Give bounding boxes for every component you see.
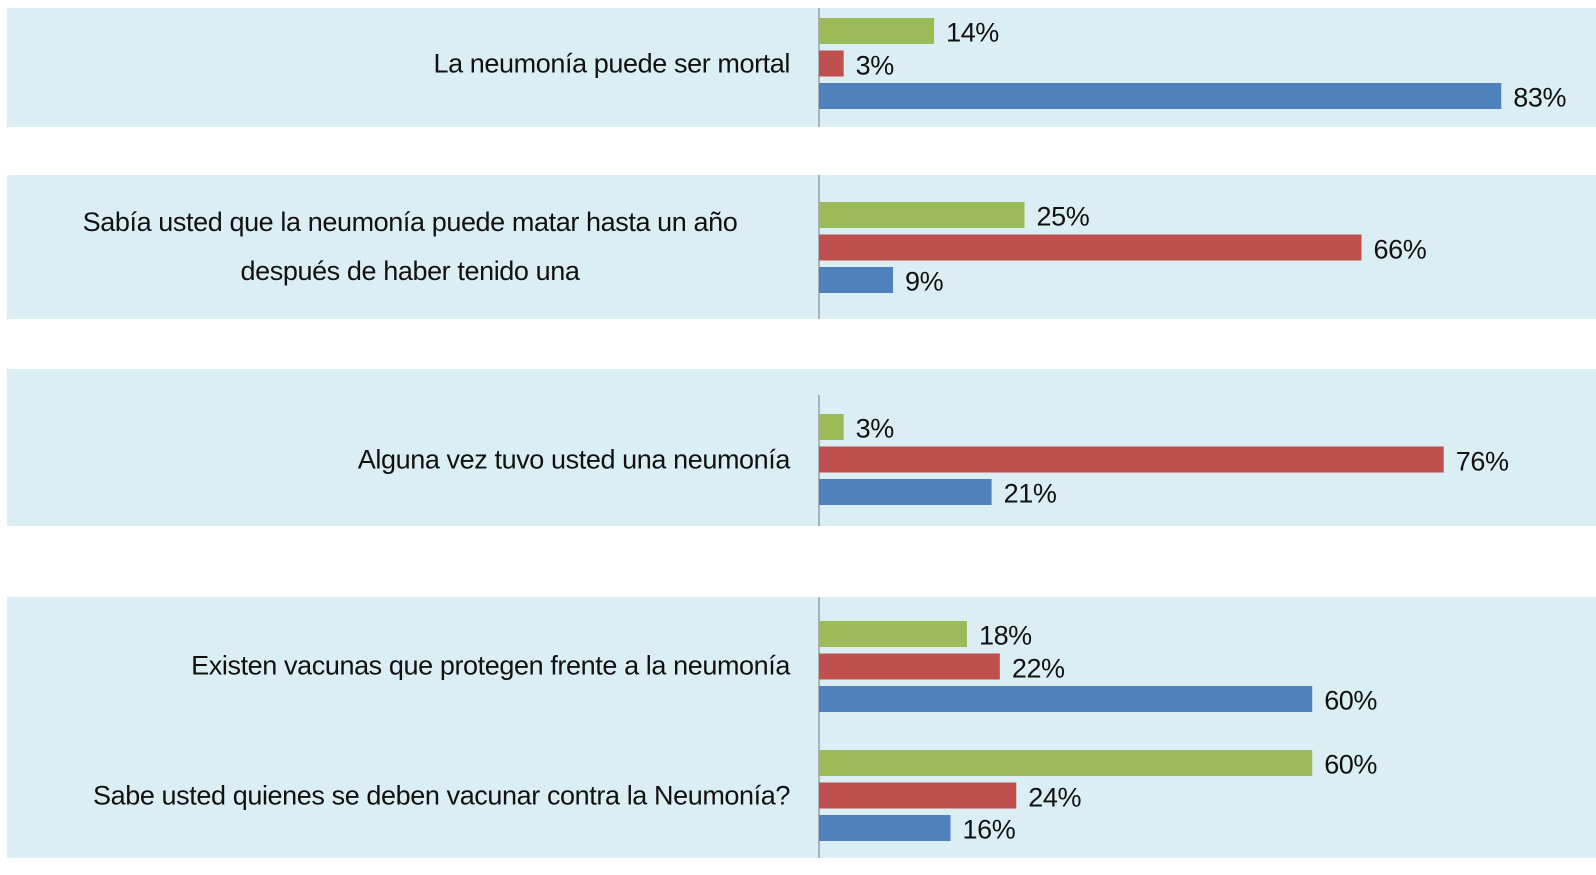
- value-label: 76%: [1455, 446, 1509, 476]
- category-label: La neumonía puede ser mortal: [433, 48, 790, 79]
- bar: [819, 750, 1313, 776]
- bar: [819, 234, 1362, 261]
- bar: [819, 414, 844, 440]
- value-label: 83%: [1513, 82, 1567, 113]
- bar: [819, 782, 1017, 809]
- value-label: 9%: [904, 266, 944, 297]
- value-label: 3%: [855, 413, 895, 444]
- category-label: Sabe usted quienes se deben vacunar cont…: [93, 780, 790, 811]
- value-label: 66%: [1373, 234, 1427, 264]
- value-label: 60%: [1324, 749, 1378, 780]
- category-label: Existen vacunas que protegen frente a la…: [191, 650, 790, 681]
- value-label: 14%: [946, 17, 999, 48]
- value-label: 60%: [1324, 685, 1378, 716]
- panel: [7, 597, 1596, 858]
- category-label: Sabía usted que la neumonía puede matar …: [82, 207, 738, 286]
- bar: [819, 267, 893, 293]
- bar: [819, 446, 1444, 473]
- value-label: 18%: [978, 620, 1032, 651]
- bar: [819, 653, 1000, 680]
- value-label: 16%: [962, 814, 1016, 845]
- value-label: 3%: [855, 50, 895, 80]
- bar: [819, 815, 951, 841]
- bar: [819, 202, 1025, 228]
- value-label: 22%: [1011, 653, 1065, 683]
- bar: [819, 621, 967, 647]
- value-label: 24%: [1028, 782, 1082, 812]
- value-label: 25%: [1036, 201, 1090, 232]
- category-label: Alguna vez tuvo usted una neumonía: [357, 444, 791, 475]
- bar: [819, 50, 844, 77]
- bar: [819, 18, 935, 44]
- bar: [819, 479, 992, 505]
- value-label: 21%: [1003, 478, 1057, 509]
- bar: [819, 83, 1502, 109]
- bar: [819, 686, 1313, 712]
